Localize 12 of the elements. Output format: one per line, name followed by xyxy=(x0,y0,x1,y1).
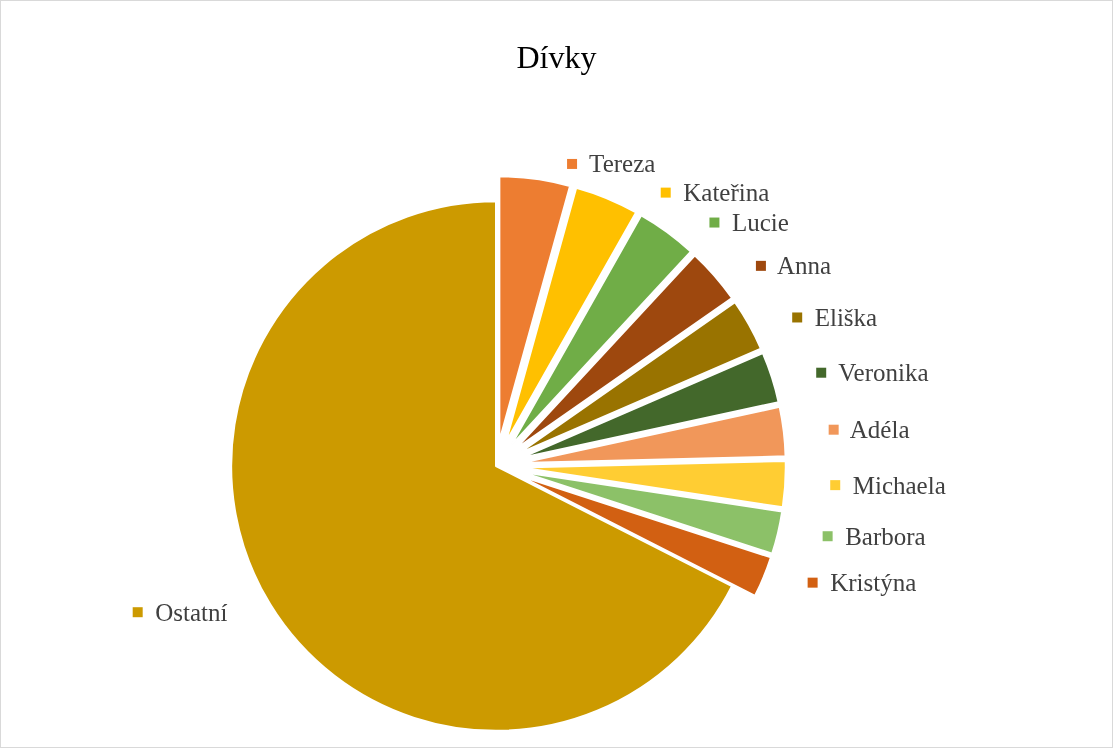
legend-label: Anna xyxy=(765,252,832,280)
legend-label: Ostatní xyxy=(142,598,228,626)
legend-label: Michaela xyxy=(840,471,946,499)
legend-label: Kristýna xyxy=(817,569,917,597)
legend-label: Tereza xyxy=(577,150,656,178)
legend-label: Lucie xyxy=(719,209,789,237)
legend-label: Adéla xyxy=(838,416,910,444)
legend-label: Eliška xyxy=(802,303,878,331)
legend-label: Kateřina xyxy=(670,179,770,207)
chart-title: Dívky xyxy=(516,39,597,75)
legend-label: Barbora xyxy=(832,522,926,550)
legend-label: Veronika xyxy=(826,359,929,387)
